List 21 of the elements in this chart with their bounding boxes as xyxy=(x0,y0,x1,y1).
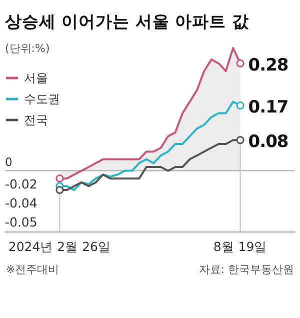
data-label: -0.02 xyxy=(5,176,38,192)
data-label: -0.04 xyxy=(5,195,38,210)
point xyxy=(56,186,64,194)
x-tick-label: 2024년 2월 26일 xyxy=(8,239,112,254)
chart-subtitle: (단위:%) xyxy=(5,42,50,55)
text: 자료: 한국부동산원 xyxy=(198,263,294,276)
data-label: 0.17 xyxy=(248,98,288,118)
point xyxy=(236,102,244,110)
data-label: 0.08 xyxy=(248,132,288,152)
legend-label: 서울 xyxy=(24,71,48,85)
x-tick-label: 8월 19일 xyxy=(213,239,268,254)
data-label: -0.05 xyxy=(5,214,38,230)
legend-label: 수도권 xyxy=(24,92,60,106)
text: ※전주대비 xyxy=(6,263,60,276)
point xyxy=(236,59,244,68)
point xyxy=(56,174,64,183)
chart-title: 상승세 이어가는 서울 아파트 값 xyxy=(5,12,250,31)
point xyxy=(236,136,244,144)
data-label: 0.28 xyxy=(248,55,288,76)
ref-line-label: 0 xyxy=(5,154,12,169)
legend-label: 전국 xyxy=(24,113,48,127)
